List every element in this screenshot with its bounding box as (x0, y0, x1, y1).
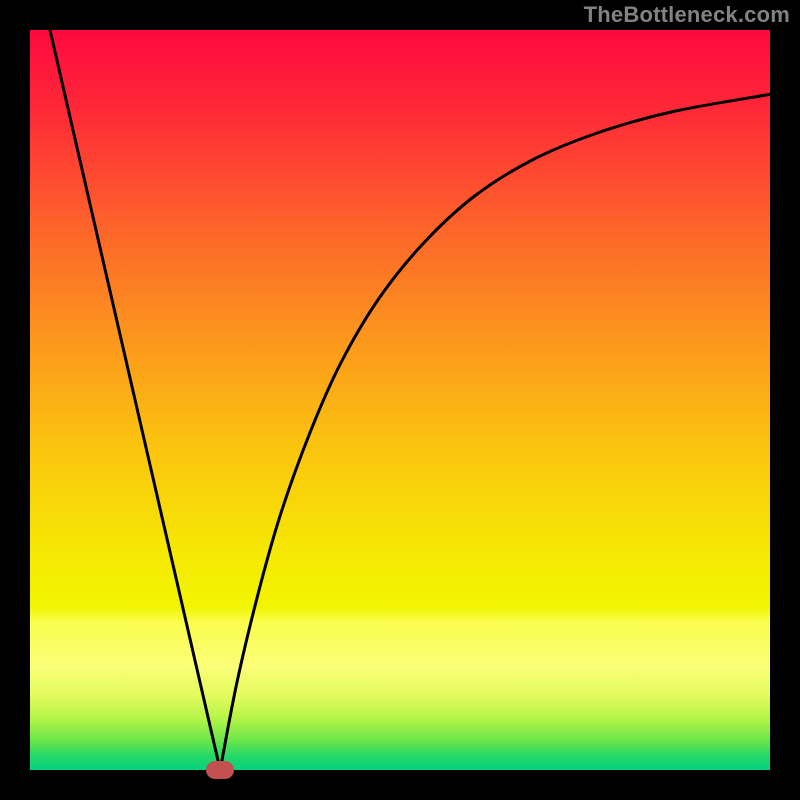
vertex-marker (206, 761, 234, 779)
plot-svg (30, 30, 770, 770)
gradient-background (30, 30, 770, 770)
chart-container: TheBottleneck.com (0, 0, 800, 800)
plot-area (30, 30, 770, 770)
watermark-text: TheBottleneck.com (584, 2, 790, 28)
